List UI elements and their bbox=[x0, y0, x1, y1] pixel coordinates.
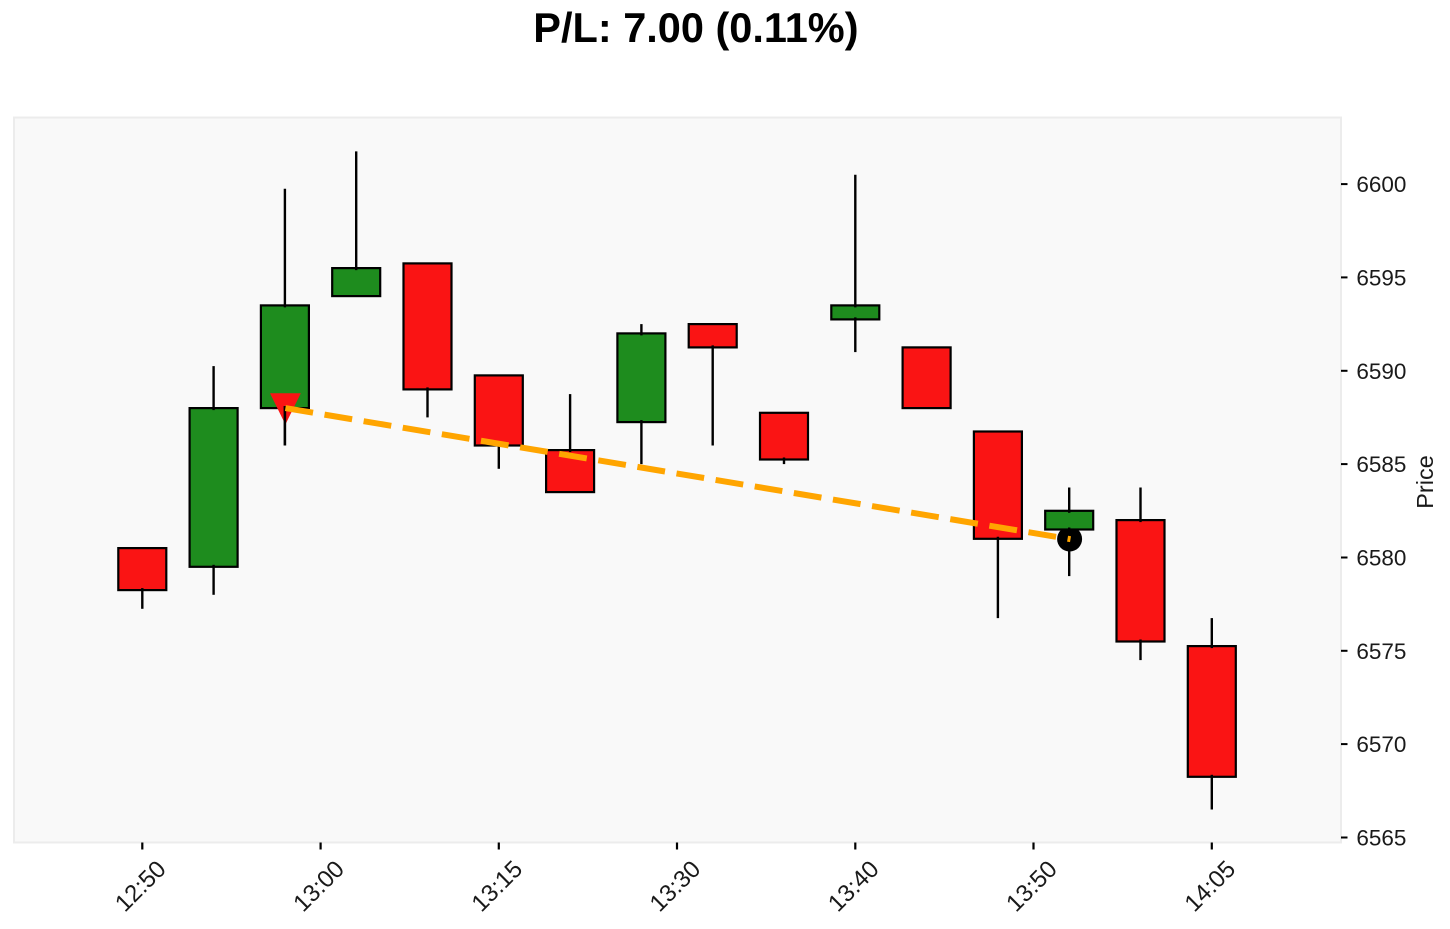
svg-text:6600: 6600 bbox=[1356, 172, 1406, 197]
svg-text:6565: 6565 bbox=[1356, 826, 1406, 851]
svg-text:6575: 6575 bbox=[1356, 639, 1406, 664]
svg-text:6570: 6570 bbox=[1356, 732, 1406, 757]
svg-text:P/L: 7.00 (0.11%): P/L: 7.00 (0.11%) bbox=[533, 4, 858, 51]
svg-text:6595: 6595 bbox=[1356, 266, 1406, 291]
svg-text:6585: 6585 bbox=[1356, 452, 1406, 477]
svg-text:6590: 6590 bbox=[1356, 359, 1406, 384]
svg-text:6580: 6580 bbox=[1356, 546, 1406, 571]
svg-text:Price: Price bbox=[1412, 455, 1438, 509]
